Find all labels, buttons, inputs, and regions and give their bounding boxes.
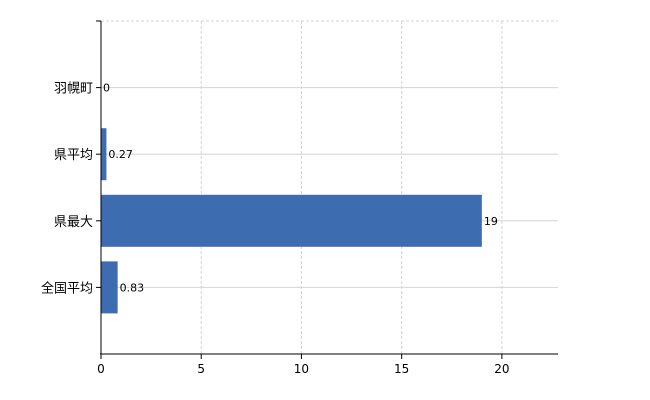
category-label-2: 県最大 — [54, 215, 93, 230]
data-label-3: 0.83 — [120, 281, 145, 294]
x-tick-label-0: 0 — [97, 362, 105, 376]
data-label-2: 19 — [484, 215, 498, 228]
x-tick-label-4: 20 — [494, 362, 509, 376]
x-tick-label-3: 15 — [394, 362, 409, 376]
x-tick-label-1: 5 — [197, 362, 205, 376]
category-label-0: 羽幌町 — [54, 81, 93, 97]
data-label-1: 0.27 — [108, 148, 132, 161]
x-tick-label-2: 10 — [294, 362, 309, 376]
bar-2 — [101, 194, 482, 247]
data-label-0: 0 — [103, 82, 110, 95]
bar-3 — [101, 261, 118, 314]
category-label-1: 県平均 — [54, 148, 93, 163]
bar-1 — [101, 128, 107, 181]
category-label-3: 全国平均 — [41, 280, 93, 296]
